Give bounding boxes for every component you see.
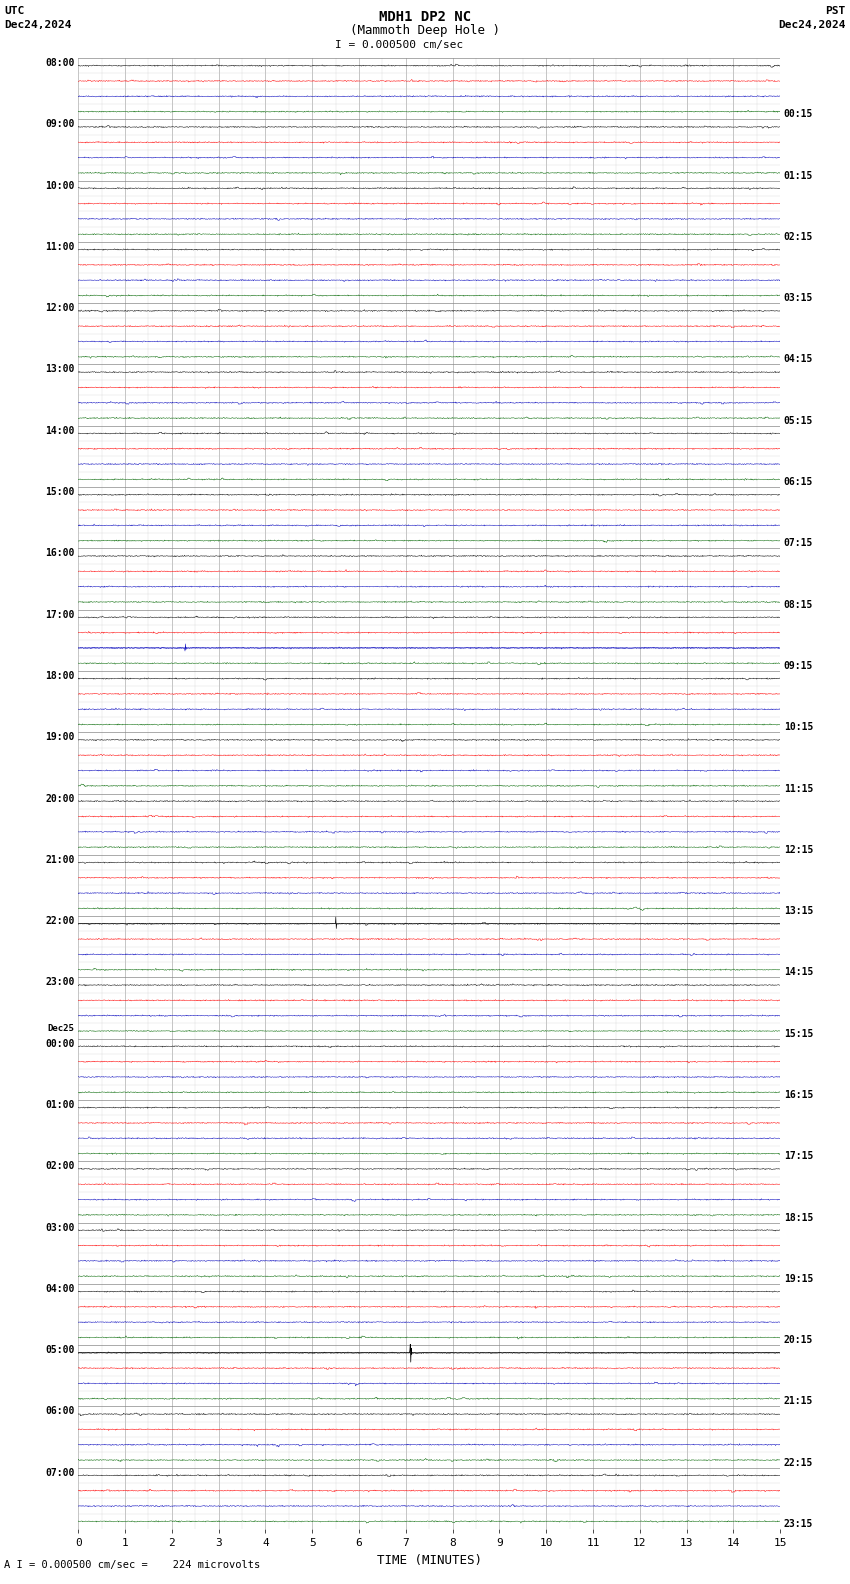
Text: 11:00: 11:00 [45, 242, 75, 252]
Text: 21:15: 21:15 [784, 1397, 813, 1407]
Text: Dec24,2024: Dec24,2024 [779, 21, 846, 30]
Text: MDH1 DP2 NC: MDH1 DP2 NC [379, 10, 471, 24]
Text: 05:15: 05:15 [784, 415, 813, 426]
Text: 06:00: 06:00 [45, 1407, 75, 1416]
Text: 12:15: 12:15 [784, 844, 813, 855]
Text: 20:00: 20:00 [45, 794, 75, 803]
Text: 10:15: 10:15 [784, 722, 813, 732]
Text: 17:00: 17:00 [45, 610, 75, 619]
X-axis label: TIME (MINUTES): TIME (MINUTES) [377, 1554, 482, 1567]
Text: 07:00: 07:00 [45, 1468, 75, 1478]
Text: 04:00: 04:00 [45, 1285, 75, 1294]
Text: 19:00: 19:00 [45, 732, 75, 743]
Text: 17:15: 17:15 [784, 1152, 813, 1161]
Text: 16:15: 16:15 [784, 1090, 813, 1099]
Text: UTC: UTC [4, 6, 25, 16]
Text: 04:15: 04:15 [784, 355, 813, 364]
Text: 13:00: 13:00 [45, 364, 75, 374]
Text: 05:00: 05:00 [45, 1345, 75, 1356]
Text: 08:15: 08:15 [784, 600, 813, 610]
Text: 23:00: 23:00 [45, 977, 75, 987]
Text: 18:15: 18:15 [784, 1212, 813, 1223]
Text: A I = 0.000500 cm/sec =    224 microvolts: A I = 0.000500 cm/sec = 224 microvolts [4, 1560, 260, 1570]
Text: 09:00: 09:00 [45, 119, 75, 130]
Text: 22:00: 22:00 [45, 916, 75, 927]
Text: 15:15: 15:15 [784, 1028, 813, 1039]
Text: 21:00: 21:00 [45, 855, 75, 865]
Text: 01:00: 01:00 [45, 1099, 75, 1110]
Text: 08:00: 08:00 [45, 59, 75, 68]
Text: PST: PST [825, 6, 846, 16]
Text: 06:15: 06:15 [784, 477, 813, 486]
Text: 02:15: 02:15 [784, 231, 813, 242]
Text: 12:00: 12:00 [45, 303, 75, 314]
Text: 01:15: 01:15 [784, 171, 813, 181]
Text: 03:15: 03:15 [784, 293, 813, 303]
Text: 14:15: 14:15 [784, 968, 813, 977]
Text: 09:15: 09:15 [784, 661, 813, 672]
Text: 23:15: 23:15 [784, 1519, 813, 1529]
Text: 07:15: 07:15 [784, 539, 813, 548]
Text: 16:00: 16:00 [45, 548, 75, 558]
Text: 14:00: 14:00 [45, 426, 75, 436]
Text: 18:00: 18:00 [45, 672, 75, 681]
Text: 11:15: 11:15 [784, 784, 813, 794]
Text: 00:15: 00:15 [784, 109, 813, 119]
Text: I = 0.000500 cm/sec: I = 0.000500 cm/sec [336, 40, 463, 51]
Text: 03:00: 03:00 [45, 1223, 75, 1232]
Text: 15:00: 15:00 [45, 486, 75, 497]
Text: 10:00: 10:00 [45, 181, 75, 190]
Text: Dec24,2024: Dec24,2024 [4, 21, 71, 30]
Text: 02:00: 02:00 [45, 1161, 75, 1171]
Text: 19:15: 19:15 [784, 1274, 813, 1285]
Text: Dec25: Dec25 [48, 1023, 75, 1033]
Text: 22:15: 22:15 [784, 1457, 813, 1468]
Text: 20:15: 20:15 [784, 1335, 813, 1345]
Text: 13:15: 13:15 [784, 906, 813, 916]
Text: (Mammoth Deep Hole ): (Mammoth Deep Hole ) [350, 24, 500, 36]
Text: 00:00: 00:00 [45, 1039, 75, 1049]
